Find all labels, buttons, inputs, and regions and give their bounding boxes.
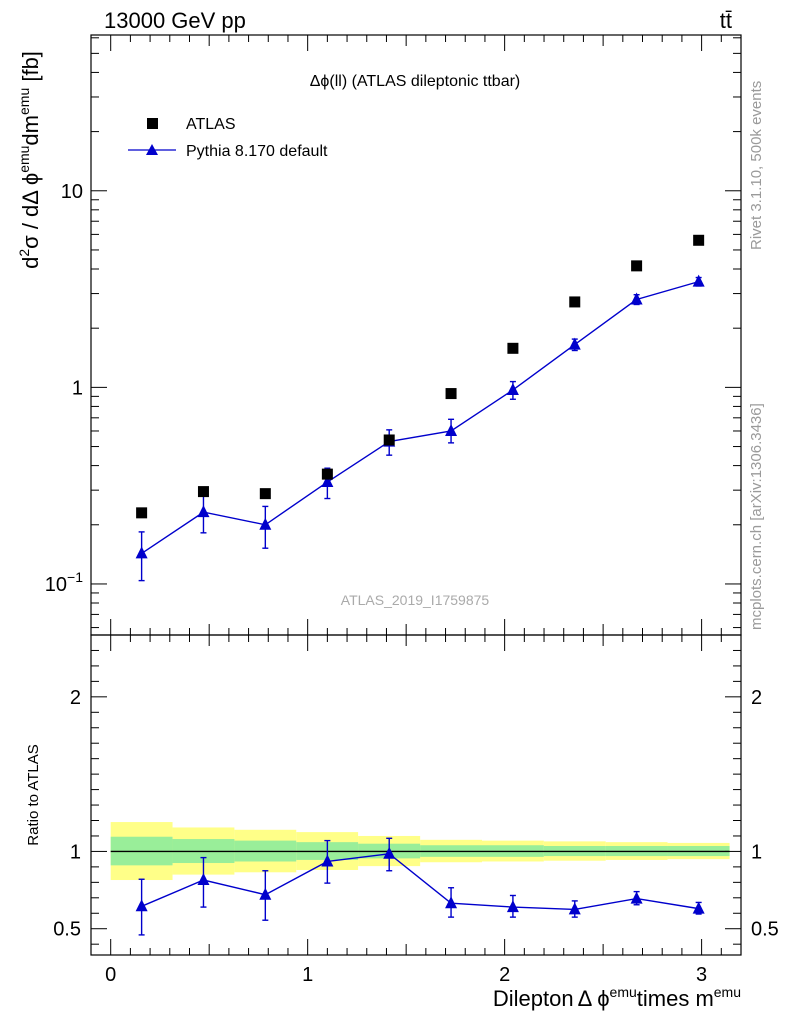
atlas-data-point	[197, 486, 209, 498]
ratio-panel-frame	[90, 634, 742, 956]
ratio-pythia-data-point	[197, 873, 210, 886]
y-label-emu-2: emu	[16, 88, 32, 115]
y-label-emu-1: emu	[16, 146, 32, 173]
main-panel: Δϕ(ll) (ATLAS dileptonic ttbar) d2σ / dΔ…	[16, 34, 742, 636]
ratio-pythia-data-point	[630, 891, 643, 904]
ratio-y-tick-label-left: 1	[70, 841, 81, 863]
x-tick-label: 1	[302, 964, 313, 986]
pythia-series-line	[141, 280, 699, 555]
ratio-pythia-data-point	[383, 846, 396, 859]
atlas-data-point	[445, 388, 457, 400]
ratio-pythia-data-point	[568, 902, 581, 915]
y-label-dm: dm	[18, 115, 43, 146]
main-y-axis-label: d2σ / dΔ ϕemudmemu [fb]	[16, 51, 43, 269]
x-label-emu-2: emu	[714, 984, 741, 1000]
atlas-data-point	[136, 507, 148, 519]
atlas-data-point	[569, 296, 581, 308]
y-label-exp-2: 2	[16, 249, 32, 257]
process-label: tt̄	[720, 8, 732, 33]
legend-atlas-label: ATLAS	[186, 116, 236, 133]
pythia-data-point	[568, 337, 581, 350]
atlas-data-point	[507, 342, 519, 354]
atlas-data-point	[631, 260, 643, 272]
ratio-series-marks	[135, 837, 705, 936]
ratio-pythia-data-point	[135, 899, 148, 912]
main-y-tick-base: 10	[45, 574, 67, 596]
main-y-tick-label: 1	[72, 377, 83, 399]
y-label-sigma: σ / dΔ ϕ	[18, 173, 43, 249]
pythia-data-point	[692, 274, 705, 287]
main-legend: ATLAS Pythia 8.170 default	[128, 116, 328, 160]
x-label-times: times m	[637, 986, 714, 1011]
x-label-dphi: Δ ϕ	[578, 986, 610, 1011]
ratio-pythia-data-point	[259, 887, 272, 900]
ratio-y-tick-label-right: 2	[751, 687, 762, 709]
x-label-dilepton: Dilepton	[493, 986, 574, 1011]
ratio-uncertainty-bands	[110, 822, 730, 881]
x-tick-label: 2	[499, 964, 510, 986]
ratio-pythia-data-point	[445, 896, 458, 909]
ratio-pythia-series-line	[141, 853, 699, 911]
atlas-data-point	[693, 234, 705, 246]
pythia-data-point	[197, 505, 210, 518]
energy-label: 13000 GeV pp	[104, 8, 246, 33]
atlas-data-point	[383, 434, 395, 446]
y-label-unit: [fb]	[18, 51, 43, 88]
ratio-y-tick-label-left: 2	[70, 687, 81, 709]
y-label-d: d	[18, 257, 43, 269]
pythia-data-point	[135, 546, 148, 559]
pythia-data-point	[630, 292, 643, 305]
legend-pythia-marker	[146, 144, 158, 155]
rivet-label: Rivet 3.1.10, 500k events	[748, 81, 765, 250]
x-axis-label: Dilepton Δ ϕemutimes memu	[493, 984, 741, 1011]
ratio-pythia-data-point	[506, 900, 519, 913]
ratio-y-tick-label-left: 0.5	[53, 919, 81, 941]
pythia-data-point	[259, 517, 272, 530]
ratio-axis-ticks: 0.5 0.5 1 1 2 2 0 1 2 3	[53, 635, 779, 986]
legend-atlas-marker	[147, 118, 158, 129]
ratio-y-tick-label-right: 0.5	[751, 919, 779, 941]
pythia-data-point	[506, 382, 519, 395]
analysis-watermark: ATLAS_2019_I1759875	[341, 592, 490, 608]
main-y-tick-label: 10	[61, 181, 83, 203]
legend-pythia-label: Pythia 8.170 default	[186, 143, 328, 160]
ratio-pythia-data-point	[692, 901, 705, 914]
x-tick-label: 3	[696, 964, 707, 986]
pythia-data-point	[321, 475, 334, 488]
main-series-marks	[135, 234, 705, 582]
ratio-y-axis-label: Ratio to ATLAS	[25, 744, 42, 845]
x-label-emu-1: emu	[610, 984, 637, 1000]
atlas-data-point	[259, 488, 271, 500]
mcplots-label: mcplots.cern.ch [arXiv:1306.3436]	[748, 403, 765, 630]
ratio-pythia-data-point	[321, 854, 334, 867]
atlas-data-point	[321, 468, 333, 480]
pythia-data-point	[445, 423, 458, 436]
ratio-y-tick-label-right: 1	[751, 841, 762, 863]
main-title: Δϕ(ll) (ATLAS dileptonic ttbar)	[310, 73, 521, 90]
ratio-panel: Ratio to ATLAS 0.5 0.5 1 1 2 2 0 1 2 3 Dilepton Δ …	[25, 634, 779, 1011]
main-y-tick-label: 10−1	[45, 569, 83, 596]
x-tick-label: 0	[105, 964, 116, 986]
main-y-tick-exp: −1	[67, 569, 83, 585]
